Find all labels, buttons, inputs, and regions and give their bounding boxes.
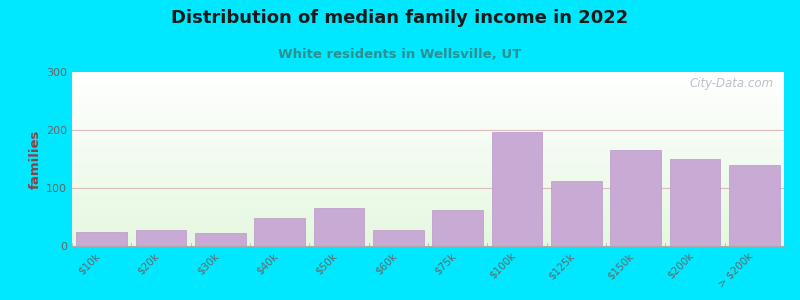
Bar	[492, 132, 542, 246]
Bar	[195, 233, 246, 246]
Bar	[670, 159, 720, 246]
Bar	[314, 208, 364, 246]
Text: City-Data.com: City-Data.com	[689, 77, 774, 90]
Bar	[729, 165, 779, 246]
Bar	[551, 181, 602, 246]
Y-axis label: families: families	[29, 129, 42, 189]
Bar	[610, 150, 661, 246]
Bar	[136, 230, 186, 246]
Bar	[373, 230, 423, 246]
Bar	[433, 210, 483, 246]
Text: Distribution of median family income in 2022: Distribution of median family income in …	[171, 9, 629, 27]
Text: White residents in Wellsville, UT: White residents in Wellsville, UT	[278, 48, 522, 61]
Bar	[77, 232, 127, 246]
Bar	[254, 218, 305, 246]
